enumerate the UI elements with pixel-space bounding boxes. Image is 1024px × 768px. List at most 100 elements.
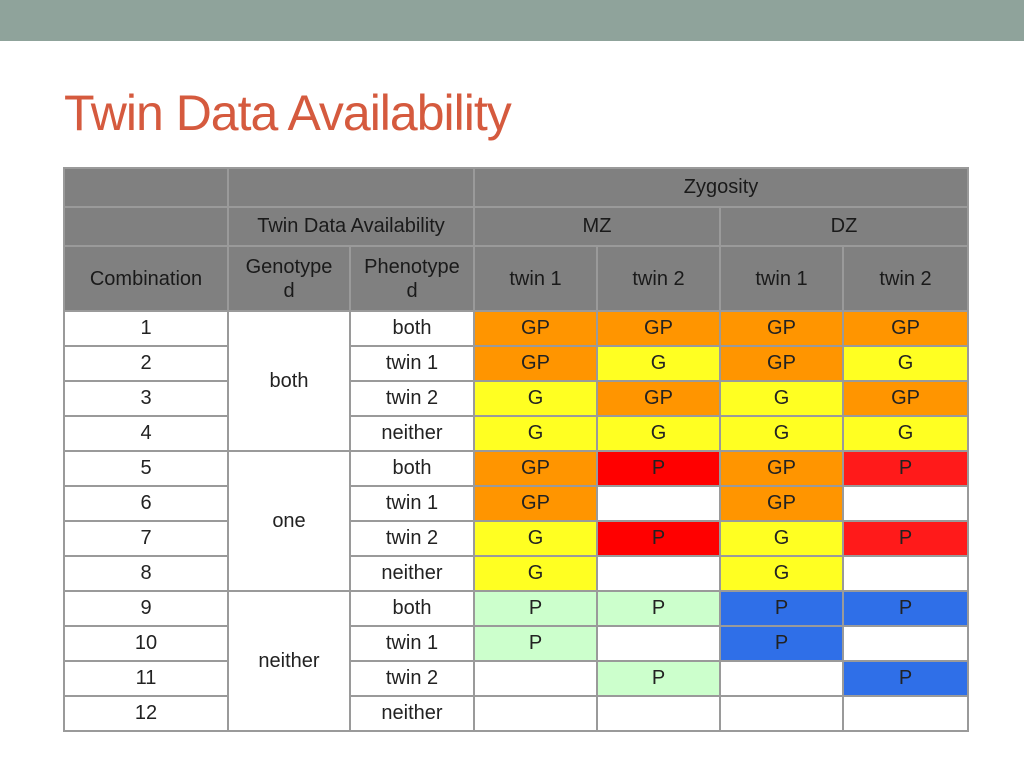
- header-combination: Combination: [63, 245, 229, 312]
- mz-twin2-cell: G: [596, 345, 721, 382]
- phenotyped-cell: twin 1: [349, 485, 475, 522]
- phenotyped-cell: twin 2: [349, 660, 475, 697]
- table-row: 6 twin 1 GP GP: [63, 485, 970, 522]
- phenotyped-cell: neither: [349, 415, 475, 452]
- table-row: 9 neither both P P P P: [63, 590, 970, 732]
- combination-cell: 2: [63, 345, 229, 382]
- phenotyped-cell: both: [349, 590, 475, 627]
- header-mz: MZ: [473, 206, 721, 247]
- table-row: 1 both both GP GP GP GP: [63, 310, 970, 452]
- combination-cell: 4: [63, 415, 229, 452]
- phenotyped-cell: neither: [349, 555, 475, 592]
- dz-twin2-cell: P: [841, 590, 970, 627]
- mz-twin2-cell: GP: [596, 380, 721, 417]
- dz-twin1-cell: G: [719, 555, 844, 592]
- dz-twin2-cell: [841, 555, 970, 592]
- table-row: 4 neither G G G G: [63, 415, 970, 452]
- dz-twin2-cell: G: [841, 415, 970, 452]
- mz-twin1-cell: P: [473, 590, 598, 627]
- dz-twin2-cell: P: [841, 520, 970, 557]
- mz-twin1-cell: GP: [473, 345, 598, 382]
- dz-twin2-cell: P: [841, 660, 970, 697]
- mz-twin2-cell: P: [596, 590, 721, 627]
- combination-cell: 12: [63, 695, 229, 732]
- combination-cell: 1: [63, 310, 229, 347]
- header-phenotyped: Phenotype d: [349, 245, 475, 312]
- header-dz-twin2: twin 2: [841, 245, 970, 312]
- dz-twin1-cell: [719, 660, 844, 697]
- combination-cell: 7: [63, 520, 229, 557]
- dz-twin2-cell: P: [841, 450, 970, 487]
- dz-twin2-cell: GP: [841, 310, 970, 347]
- mz-twin2-cell: P: [596, 660, 721, 697]
- header-zygosity: Zygosity: [472, 167, 970, 208]
- mz-twin1-cell: P: [473, 625, 598, 662]
- genotyped-group-cell: neither: [227, 590, 351, 732]
- header-dz: DZ: [718, 206, 970, 247]
- mz-twin1-cell: G: [473, 380, 598, 417]
- combination-cell: 10: [63, 625, 229, 662]
- dz-twin1-cell: GP: [719, 310, 844, 347]
- combination-cell: 3: [63, 380, 229, 417]
- mz-twin1-cell: [473, 695, 598, 732]
- dz-twin2-cell: GP: [841, 380, 970, 417]
- header-mz-twin1: twin 1: [473, 245, 598, 312]
- mz-twin1-cell: [473, 660, 598, 697]
- dz-twin2-cell: [841, 485, 970, 522]
- header-empty-cell: [227, 167, 475, 208]
- dz-twin1-cell: GP: [719, 485, 844, 522]
- table-row: 8 neither G G: [63, 555, 970, 592]
- header-empty-cell: [63, 167, 229, 208]
- phenotyped-cell: neither: [349, 695, 475, 732]
- mz-twin2-cell: P: [596, 450, 721, 487]
- phenotyped-cell: both: [349, 450, 475, 487]
- phenotyped-cell: both: [349, 310, 475, 347]
- table-row: 3 twin 2 G GP G GP: [63, 380, 970, 417]
- phenotyped-cell: twin 2: [349, 380, 475, 417]
- mz-twin1-cell: GP: [473, 310, 598, 347]
- combination-cell: 6: [63, 485, 229, 522]
- combination-cell: 5: [63, 450, 229, 487]
- header-genotyped: Genotype d: [227, 245, 351, 312]
- mz-twin2-cell: P: [596, 520, 721, 557]
- mz-twin2-cell: G: [596, 415, 721, 452]
- header-twin-data-availability: Twin Data Availability: [227, 206, 475, 247]
- dz-twin1-cell: [719, 695, 844, 732]
- slide-title: Twin Data Availability: [64, 85, 512, 141]
- top-accent-bar: [0, 0, 1024, 41]
- mz-twin2-cell: [596, 555, 721, 592]
- table-row: 11 twin 2 P P: [63, 660, 970, 697]
- dz-twin1-cell: G: [719, 415, 844, 452]
- mz-twin2-cell: GP: [596, 310, 721, 347]
- phenotyped-cell: twin 2: [349, 520, 475, 557]
- table-row: 5 one both GP P GP P: [63, 450, 970, 592]
- dz-twin1-cell: P: [719, 590, 844, 627]
- genotyped-group-cell: one: [227, 450, 351, 592]
- mz-twin2-cell: [596, 695, 721, 732]
- mz-twin1-cell: GP: [473, 485, 598, 522]
- mz-twin1-cell: G: [473, 555, 598, 592]
- combination-cell: 9: [63, 590, 229, 627]
- header-dz-twin1: twin 1: [719, 245, 844, 312]
- dz-twin1-cell: P: [719, 625, 844, 662]
- mz-twin1-cell: G: [473, 520, 598, 557]
- dz-twin1-cell: G: [719, 380, 844, 417]
- header-empty-cell: [63, 206, 229, 247]
- dz-twin2-cell: [841, 695, 970, 732]
- dz-twin1-cell: G: [719, 520, 844, 557]
- table-row: 12 neither: [63, 695, 970, 732]
- phenotyped-cell: twin 1: [349, 345, 475, 382]
- mz-twin2-cell: [596, 485, 721, 522]
- combination-cell: 11: [63, 660, 229, 697]
- mz-twin2-cell: [596, 625, 721, 662]
- genotyped-group-cell: both: [227, 310, 351, 452]
- table-row: 2 twin 1 GP G GP G: [63, 345, 970, 382]
- header-mz-twin2: twin 2: [596, 245, 721, 312]
- mz-twin1-cell: GP: [473, 450, 598, 487]
- mz-twin1-cell: G: [473, 415, 598, 452]
- dz-twin1-cell: GP: [719, 345, 844, 382]
- phenotyped-cell: twin 1: [349, 625, 475, 662]
- dz-twin2-cell: [841, 625, 970, 662]
